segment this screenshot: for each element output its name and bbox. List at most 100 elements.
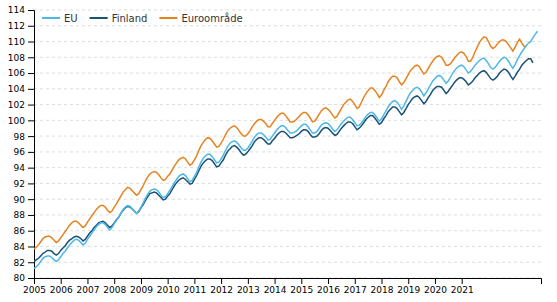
x-tick: 2021	[451, 278, 474, 295]
chart: 2005 2006 20072008 200920102011 20122013 2014…	[0, 0, 557, 302]
x-axis-line	[35, 279, 542, 285]
x-tick-label: 2005	[23, 285, 46, 295]
y-tick: 82	[14, 258, 34, 268]
grid-line	[34, 214, 541, 215]
grid-line	[34, 167, 541, 168]
x-tick: 2015	[290, 278, 313, 295]
x-tick: 2007	[77, 278, 100, 295]
x-tick: 2009	[130, 278, 153, 295]
x-tick-mark	[435, 278, 436, 284]
x-tick: 2012	[210, 278, 233, 295]
x-tick-label: 2020	[424, 285, 447, 295]
x-tick-mark	[462, 278, 463, 284]
y-tick: 88	[14, 210, 34, 220]
y-tick: 90	[14, 195, 34, 205]
x-tick: 2013	[237, 278, 260, 295]
y-tick: 102	[8, 100, 34, 110]
y-tick-label: 92	[14, 179, 25, 189]
y-tick-mark	[28, 120, 34, 121]
x-tick: 2014	[264, 278, 287, 295]
x-tick-mark	[141, 278, 142, 284]
x-tick: 2017	[344, 278, 367, 295]
y-tick-label: 96	[14, 147, 26, 157]
x-tick-mark	[328, 278, 329, 284]
y-tick-mark	[28, 246, 34, 247]
y-tick-mark	[28, 262, 34, 263]
x-tick-label: 2015	[290, 285, 313, 295]
y-tick-label: 82	[14, 258, 25, 268]
y-tick-label: 108	[8, 53, 25, 63]
series-line	[34, 37, 526, 249]
y-tick: 80	[14, 273, 34, 283]
x-tick: 2008	[103, 278, 126, 295]
y-tick-mark	[28, 183, 34, 184]
y-tick: 86	[14, 226, 34, 236]
y-tick-label: 84	[14, 242, 26, 252]
grid-line	[34, 262, 541, 263]
x-tick: 2019	[397, 278, 420, 295]
y-tick-label: 106	[8, 68, 25, 78]
grid-line	[34, 120, 541, 121]
x-tick-label: 2018	[371, 285, 394, 295]
grid-line	[34, 57, 541, 58]
y-tick-label: 112	[8, 21, 25, 31]
x-tick: 2010	[157, 278, 180, 295]
x-tick-mark	[248, 278, 249, 284]
x-tick-mark	[168, 278, 169, 284]
x-tick-label: 2019	[397, 285, 420, 295]
y-tick-mark	[28, 73, 34, 74]
legend-label: EU	[64, 13, 78, 24]
x-tick-mark	[114, 278, 115, 284]
y-tick-mark	[28, 168, 34, 169]
x-tick-mark	[221, 278, 222, 284]
y-tick: 98	[14, 131, 34, 141]
y-tick-label: 98	[14, 131, 26, 141]
x-tick: 2005	[23, 278, 46, 295]
legend-item: EU	[42, 13, 78, 24]
grid	[34, 10, 541, 278]
y-tick-label: 102	[8, 100, 25, 110]
grid-line	[34, 10, 541, 11]
grid-line	[34, 25, 541, 26]
y-tick-label: 94	[14, 163, 26, 173]
x-tick: 2011	[183, 278, 206, 295]
y-tick: 84	[14, 242, 34, 252]
y-tick-mark	[28, 105, 34, 106]
legend-swatch	[90, 17, 108, 19]
x-tick-label: 2008	[103, 285, 126, 295]
y-tick: 106	[8, 68, 34, 78]
x-tick-label: 2011	[183, 285, 206, 295]
x-tick-mark	[87, 278, 88, 284]
grid-line	[34, 199, 541, 200]
y-tick: 92	[14, 179, 34, 189]
y-tick-mark	[28, 10, 34, 11]
series-line	[34, 31, 537, 268]
y-tick-label: 86	[14, 226, 26, 236]
y-tick-mark	[28, 136, 34, 137]
x-tick-mark	[301, 278, 302, 284]
x-tick-label: 2014	[264, 285, 287, 295]
x-tick-label: 2007	[77, 285, 100, 295]
grid-line	[34, 41, 541, 42]
x-tick-label: 2006	[50, 285, 73, 295]
x-axis: 2005 2006 20072008 200920102011 20122013 2014…	[23, 278, 541, 295]
y-tick: 114	[8, 5, 34, 15]
y-tick-label: 110	[8, 37, 25, 47]
y-axis: 8082848688909294969810010210410610811011…	[8, 5, 35, 283]
x-tick-mark	[194, 278, 195, 284]
x-tick-label: 2021	[451, 285, 474, 295]
grid-line	[34, 104, 541, 105]
x-tick-mark	[382, 278, 383, 284]
grid-line	[34, 151, 541, 152]
y-tick-label: 80	[14, 273, 26, 283]
y-tick-mark	[28, 152, 34, 153]
y-tick-label: 88	[14, 210, 26, 220]
lines	[34, 31, 537, 268]
x-tick: 2020	[424, 278, 447, 295]
grid-line	[34, 73, 541, 74]
x-tick: 2016	[317, 278, 340, 295]
y-tick-mark	[28, 26, 34, 27]
legend-item: Euroområde	[159, 12, 242, 24]
y-tick: 110	[8, 37, 34, 47]
legend: EUFinlandEuroområde	[42, 12, 243, 24]
